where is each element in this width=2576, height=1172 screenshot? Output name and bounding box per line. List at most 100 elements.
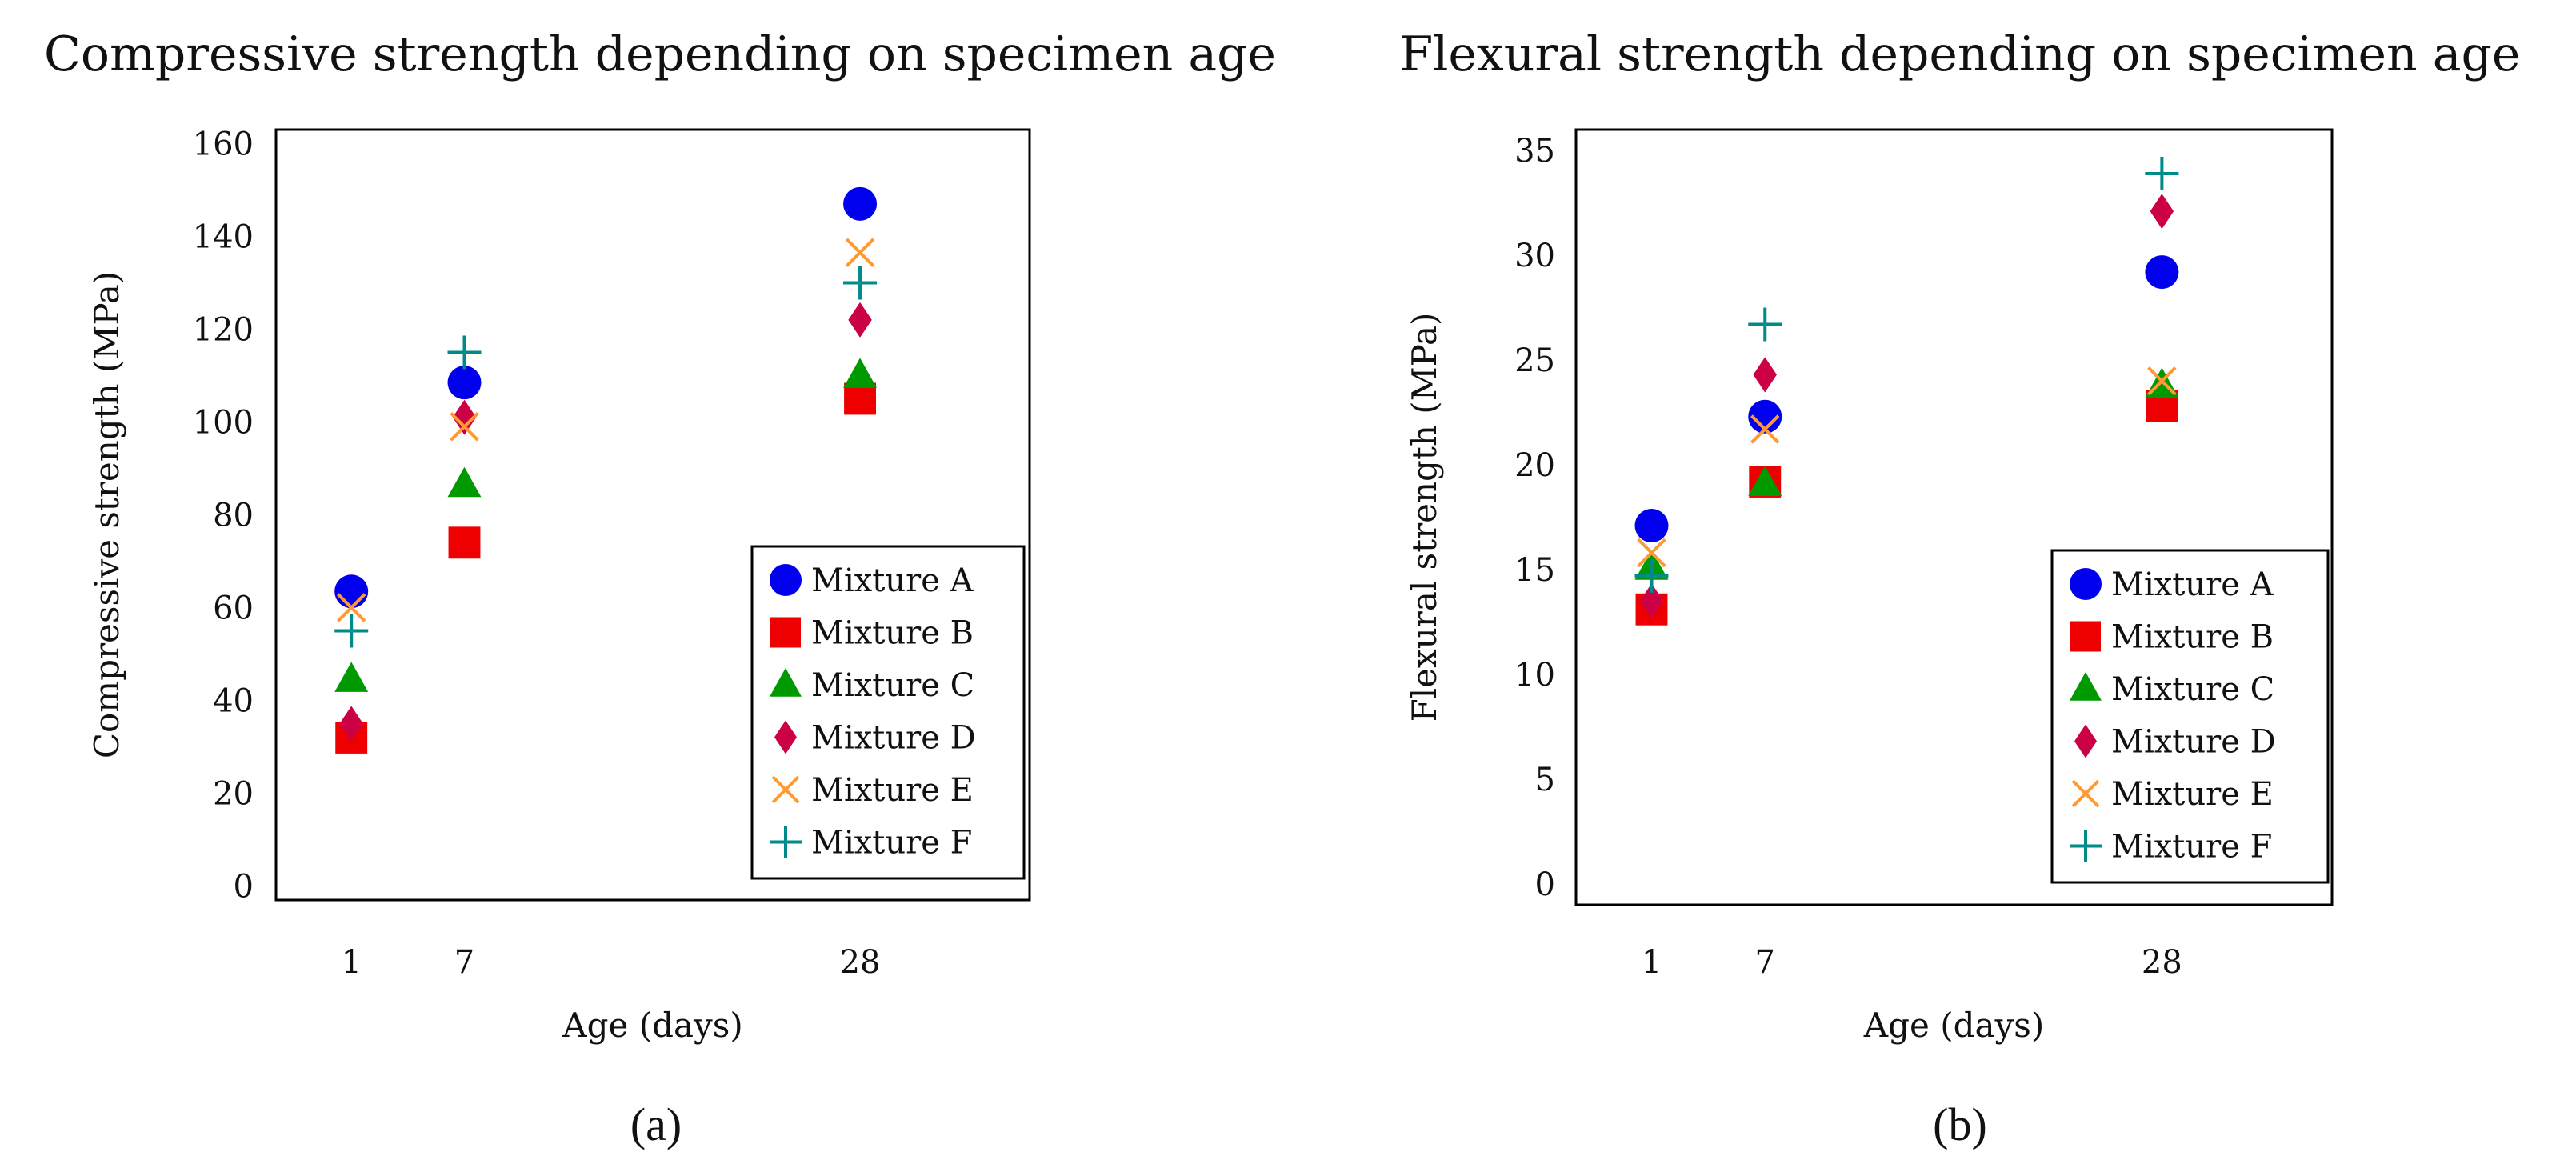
plot-frame bbox=[274, 128, 1031, 902]
x-tick-label: 7 bbox=[1755, 944, 1775, 981]
legend-label: Mixture B bbox=[811, 615, 974, 652]
y-tick-label: 160 bbox=[193, 126, 254, 162]
data-point bbox=[2147, 366, 2177, 396]
legend-label: Mixture E bbox=[811, 772, 974, 809]
x-tick-label: 28 bbox=[840, 944, 881, 981]
legend-marker bbox=[770, 826, 802, 858]
data-point bbox=[843, 186, 878, 221]
data-point bbox=[447, 466, 482, 498]
series-c bbox=[334, 358, 877, 692]
legend-label: Mixture C bbox=[811, 667, 974, 704]
legend-label: Mixture F bbox=[811, 825, 972, 862]
chart-2: Flexural strength depending on specimen … bbox=[1400, 26, 2521, 1150]
data-point bbox=[339, 706, 363, 742]
y-tick-label: 60 bbox=[213, 590, 254, 627]
series-a bbox=[334, 186, 878, 609]
x-tick-label: 1 bbox=[341, 944, 361, 981]
legend-marker bbox=[774, 720, 797, 754]
plot-frame bbox=[1574, 128, 2334, 906]
data-point bbox=[1634, 508, 1669, 542]
data-point bbox=[845, 238, 875, 267]
data-point bbox=[447, 335, 482, 370]
series-a bbox=[1634, 255, 2179, 542]
panel-label: (a) bbox=[630, 1098, 682, 1150]
data-point bbox=[447, 366, 482, 400]
data-point bbox=[2145, 156, 2179, 190]
chart-1: Compressive strength depending on specim… bbox=[44, 26, 1276, 1150]
y-tick-label: 40 bbox=[213, 683, 254, 720]
y-tick-label: 80 bbox=[213, 498, 254, 534]
series-e bbox=[336, 238, 875, 622]
data-point bbox=[1748, 307, 1782, 342]
y-tick-label: 10 bbox=[1514, 657, 1555, 694]
data-point bbox=[2145, 255, 2179, 290]
y-tick-label: 100 bbox=[193, 404, 254, 441]
data-point bbox=[334, 574, 369, 609]
series-c bbox=[1634, 367, 2179, 580]
y-axis-label: Flexural strength (MPa) bbox=[1405, 313, 1444, 722]
legend-marker bbox=[2071, 779, 2100, 808]
data-point bbox=[1748, 466, 1782, 497]
y-tick-label: 35 bbox=[1514, 133, 1555, 170]
y-tick-label: 20 bbox=[1514, 447, 1555, 484]
legend: Mixture A Mixture B Mixture C Mixture D Mixt… bbox=[750, 545, 1026, 880]
y-tick-label: 0 bbox=[1535, 866, 1555, 903]
legend-marker bbox=[770, 668, 802, 697]
data-point bbox=[1750, 414, 1780, 444]
data-point bbox=[334, 614, 369, 648]
legend-label: Mixture D bbox=[811, 720, 976, 757]
legend-marker bbox=[770, 617, 801, 648]
data-point bbox=[336, 593, 366, 622]
chart-title: Compressive strength depending on specim… bbox=[44, 26, 1276, 82]
data-point bbox=[1639, 583, 1664, 619]
series-d bbox=[1639, 194, 2174, 619]
legend: Mixture A Mixture B Mixture C Mixture D Mixt… bbox=[2050, 549, 2330, 884]
legend-marker bbox=[770, 564, 802, 596]
y-tick-label: 25 bbox=[1514, 342, 1555, 379]
data-point bbox=[450, 412, 479, 442]
data-point bbox=[2150, 194, 2174, 230]
series-d bbox=[339, 302, 872, 742]
x-axis-label: Age (days) bbox=[1863, 1006, 2044, 1045]
data-point bbox=[334, 662, 369, 692]
x-tick-label: 7 bbox=[454, 944, 474, 981]
x-axis-label: Age (days) bbox=[562, 1006, 742, 1045]
data-point bbox=[1748, 399, 1782, 434]
data-point bbox=[448, 526, 481, 559]
legend-label: Mixture A bbox=[2111, 566, 2274, 603]
legend-label: Mixture C bbox=[2111, 671, 2274, 708]
data-point bbox=[452, 399, 477, 435]
legend-marker bbox=[771, 775, 800, 804]
y-tick-label: 120 bbox=[193, 311, 254, 348]
chart-title: Flexural strength depending on specimen … bbox=[1400, 26, 2521, 82]
data-point bbox=[843, 266, 878, 300]
legend-box bbox=[750, 545, 1026, 880]
y-tick-label: 0 bbox=[234, 869, 254, 906]
series-f bbox=[1634, 156, 2179, 593]
legend-label: Mixture E bbox=[2111, 776, 2274, 813]
legend-marker bbox=[2070, 830, 2102, 862]
y-tick-label: 20 bbox=[213, 776, 254, 813]
y-tick-label: 5 bbox=[1535, 762, 1555, 798]
data-point bbox=[1753, 357, 1777, 393]
legend-label: Mixture A bbox=[811, 562, 974, 599]
x-tick-label: 28 bbox=[2142, 944, 2182, 981]
data-point bbox=[843, 358, 877, 388]
legend-marker bbox=[2070, 621, 2101, 652]
legend-marker bbox=[2070, 568, 2102, 600]
legend-marker bbox=[2070, 672, 2102, 701]
x-tick-label: 1 bbox=[1642, 944, 1662, 981]
data-point bbox=[848, 302, 872, 338]
legend-label: Mixture F bbox=[2111, 829, 2272, 866]
y-axis-label: Compressive strength (MPa) bbox=[87, 271, 126, 758]
panel-label: (b) bbox=[1933, 1098, 1987, 1150]
y-tick-label: 140 bbox=[193, 218, 254, 255]
y-tick-label: 30 bbox=[1514, 238, 1555, 274]
series-b bbox=[335, 382, 876, 754]
y-tick-label: 15 bbox=[1514, 552, 1555, 589]
series-f bbox=[334, 266, 878, 648]
legend-label: Mixture B bbox=[2111, 619, 2274, 656]
data-point bbox=[1637, 538, 1666, 568]
legend-label: Mixture D bbox=[2111, 724, 2276, 761]
